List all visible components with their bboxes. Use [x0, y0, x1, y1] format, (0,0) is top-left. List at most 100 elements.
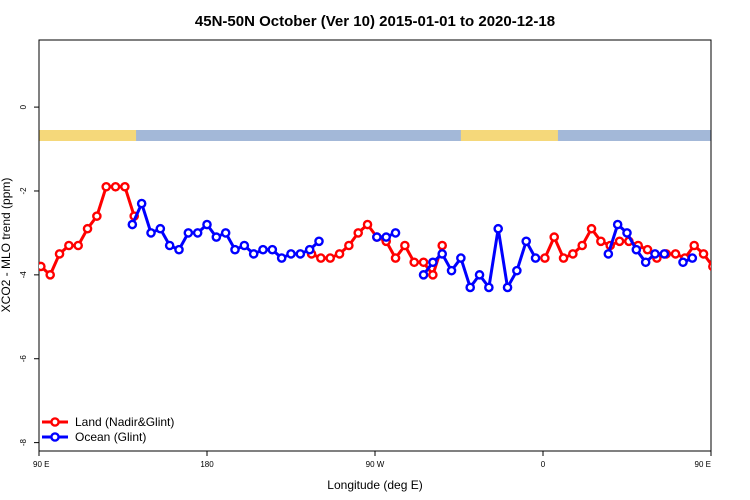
series-1-point [512, 265, 522, 276]
series-1-point [650, 249, 660, 259]
series-0-point [73, 240, 83, 251]
series-0-point [45, 270, 56, 280]
series-0-point [418, 257, 429, 268]
series-1-point [640, 257, 651, 268]
x-tick-label: 180 [200, 460, 214, 469]
ocean-band [39, 130, 711, 141]
series-1-point [502, 282, 513, 293]
series-0-point [344, 240, 354, 251]
series-0-point [549, 232, 560, 242]
series-1-point [314, 236, 324, 247]
series-1-point [474, 270, 485, 280]
y-axis-label: XCO2 - MLO trend (ppm) [0, 178, 13, 313]
series-0-point [568, 249, 578, 259]
series-0-point [64, 240, 74, 251]
series-1-point [678, 257, 688, 268]
series-0-point [92, 211, 102, 221]
series-1-point [465, 282, 476, 293]
series-1-point [239, 240, 250, 251]
series-1-point [437, 249, 448, 259]
series-1-point [493, 223, 504, 234]
series-0-point [362, 219, 373, 230]
series-1-point [136, 198, 147, 209]
series-0-point [642, 244, 653, 255]
series-layer [39, 181, 750, 293]
series-1-point [220, 228, 231, 238]
series-0-point [728, 250, 735, 257]
series-0-point [586, 223, 597, 234]
series-1-point [286, 249, 296, 259]
y-tick-label: -4 [19, 271, 28, 279]
series-0-point [110, 181, 121, 192]
series-1-point [631, 244, 642, 255]
series-1-point [202, 219, 212, 230]
legend-marker-1 [50, 432, 60, 442]
land-band-2 [713, 130, 750, 141]
plot-area: 0 -2 -4 -6 -8 90 E 180 90 W 0 90 E [19, 39, 750, 469]
series-0-point [428, 270, 438, 280]
series-1-point [146, 228, 156, 238]
series-1-point [230, 244, 240, 255]
series-1-point [612, 219, 623, 230]
land-band-0 [39, 130, 137, 141]
series-1-point [622, 228, 632, 238]
series-1-point [258, 244, 268, 255]
series-1-point [484, 282, 494, 293]
series-0-line [310, 223, 444, 277]
series-1-point [192, 228, 203, 238]
series-1-point [521, 236, 532, 247]
legend-label-1: Ocean (Glint) [75, 430, 146, 444]
series-1-point [428, 257, 438, 268]
series-0-point [54, 249, 65, 259]
series-1-point [155, 223, 166, 234]
series-1-point [390, 228, 401, 238]
series-0-point [390, 253, 401, 263]
series-1-point [530, 253, 541, 263]
series-0-point [101, 181, 111, 192]
series-0-point [540, 253, 550, 263]
series-0-point [670, 249, 681, 259]
x-tick-label: 90 E [695, 460, 711, 469]
series-0-point [400, 240, 410, 251]
series-1-point [372, 232, 382, 242]
series-1-point [295, 249, 306, 259]
series-1-point [183, 228, 194, 238]
series-1-point [267, 244, 278, 255]
x-axis-label: Longitude (deg E) [327, 478, 422, 492]
y-tick-label: -2 [19, 187, 28, 195]
series-1-point [381, 232, 392, 242]
series-0-point [689, 240, 700, 251]
series-0-point [316, 253, 326, 263]
series-0-point [409, 257, 420, 268]
series-1-point [456, 253, 466, 263]
series-1-point [164, 240, 175, 251]
series-0-point [747, 242, 750, 249]
series-1-point [418, 270, 429, 280]
y-tick-label: -6 [19, 355, 28, 363]
series-0-point [737, 242, 744, 249]
series-0-point [614, 236, 625, 247]
series-1-point [127, 219, 138, 230]
legend-label-0: Land (Nadir&Glint) [75, 415, 174, 429]
series-0-point [39, 261, 46, 272]
series-0-point [353, 228, 364, 238]
x-tick-label: 0 [541, 460, 546, 469]
series-0-point [325, 253, 336, 263]
series-1-point [174, 244, 184, 255]
series-0-point [120, 181, 130, 192]
series-1-point [211, 232, 222, 242]
series-0-point [698, 249, 709, 259]
series-0-point [708, 262, 711, 271]
series-1-point [248, 249, 259, 259]
land-ocean-strip [39, 130, 750, 141]
series-1-point [446, 265, 457, 276]
land-band-1 [460, 130, 558, 141]
x-tick-label: 90 W [366, 460, 385, 469]
series-1-point [603, 249, 614, 259]
series-1-point [687, 253, 698, 263]
series-1-point [304, 244, 315, 255]
series-0-point [82, 223, 93, 234]
legend-marker-0 [50, 417, 60, 427]
legend: Land (Nadir&Glint)Ocean (Glint) [42, 415, 174, 444]
